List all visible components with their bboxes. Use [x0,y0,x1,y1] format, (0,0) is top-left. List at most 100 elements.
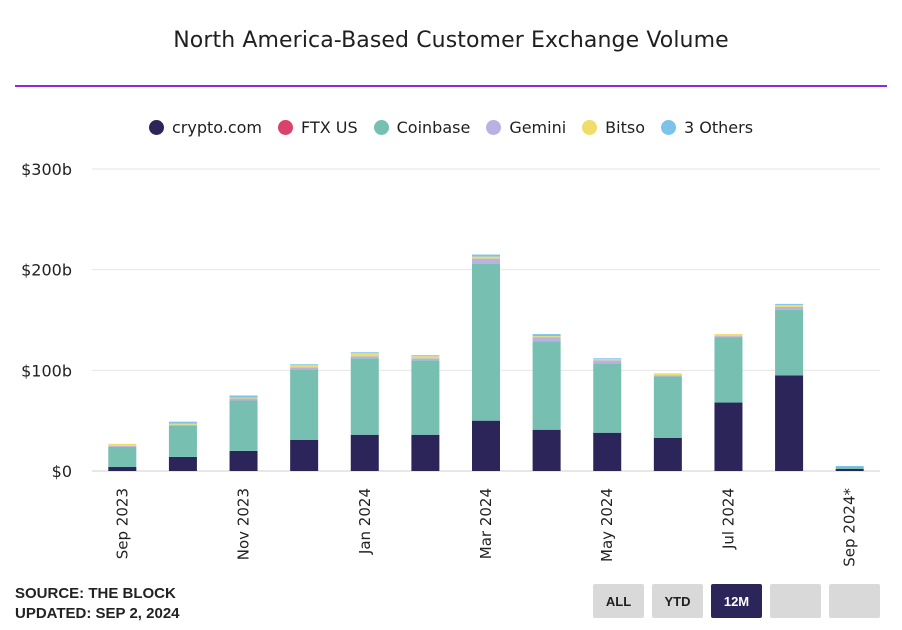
range-ytd-button[interactable]: YTD [652,584,703,618]
bar-segment [229,400,258,451]
x-tick-label: Mar 2024 [477,488,495,559]
legend-label: Bitso [605,118,645,137]
bar-segment [472,258,500,264]
bar-segment [593,360,622,364]
range-blank-button-1[interactable] [770,584,821,618]
x-tick-label: Sep 2023 [113,488,131,559]
range-blank-button-2[interactable] [829,584,880,618]
legend-marker [661,120,676,135]
bar-segment [653,437,682,471]
x-tick-label: May 2024 [598,488,616,562]
bar-segment [229,398,258,401]
bar-segment [653,373,682,376]
bar-segment [350,353,379,357]
bar-segment [472,254,500,257]
bar-segment [775,309,804,376]
bar-segment [714,336,743,338]
bar-segment [108,445,137,447]
legend-label: 3 Others [684,118,754,137]
stacked-bar-chart: $0 $100b $200b $300b Sep 2023 Nov 2023 Jan 202… [21,160,880,567]
legend-label: FTX US [301,118,358,137]
bar-segment [835,465,864,467]
bar-segment [290,439,319,471]
legend-marker [148,120,164,135]
x-tick-label: Nov 2023 [235,488,253,560]
y-tick-label: $100b [21,361,72,380]
bar-segment [350,356,379,359]
bar-segment [168,424,197,426]
y-tick-label: $300b [21,160,72,179]
x-tick-label: Sep 2024* [841,488,859,567]
x-tick-label: Jan 2024 [356,488,374,555]
bar-segment [411,434,440,471]
legend-marker [278,120,294,135]
y-tick-label: $200b [21,261,72,280]
bar-segment [472,263,500,421]
legend-marker [486,120,502,135]
bar-segment [775,375,804,471]
range-12m-button[interactable]: 12M [711,584,762,618]
chart-legend: crypto.com FTX US Coinbase Gemini Bitso … [0,118,902,137]
bar-segment [714,337,743,403]
bar-segment [168,425,197,457]
y-tick-label: $0 [52,462,72,481]
bar-segment [108,446,137,467]
bar-segment [532,337,561,342]
bar-segment [714,334,743,337]
bar-segment [229,450,258,471]
bar-segment [532,336,561,338]
bar-segment [714,402,743,471]
bar-segment [593,358,622,360]
legend-label: Gemini [509,118,567,137]
legend-marker [582,120,598,135]
legend-item-ftx-us[interactable]: FTX US [278,118,358,137]
bar-segment [350,358,379,435]
bar-segment [108,443,137,446]
updated-label: UPDATED: SEP 2, 2024 [15,605,180,622]
bar-segment [229,397,258,399]
bar-segment [653,376,682,438]
bar-segment [835,466,864,469]
bar-segment [593,363,622,433]
bar-segment [835,468,864,471]
bar-segment [532,429,561,471]
bar-segment [593,359,622,361]
footer-info: SOURCE: THE BLOCK UPDATED: SEP 2, 2024 [15,584,180,624]
bar-segment [290,364,319,366]
bar-segment [168,423,197,425]
legend-item-bitso[interactable]: Bitso [582,118,645,137]
bar-segment [290,367,319,370]
title-divider [15,85,887,87]
bar-segment [108,466,137,471]
bar-segment [593,432,622,471]
bar-segment [411,358,440,361]
bar-segment [775,304,804,307]
bar-segment [411,360,440,435]
legend-item-gemini[interactable]: Gemini [486,118,566,137]
bar-segment [532,334,561,337]
bar-segment [350,352,379,354]
legend-item-crypto-com[interactable]: crypto.com [148,118,263,137]
bar-segment [472,256,500,259]
x-tick-label: Jul 2024 [719,488,737,550]
source-label: SOURCE: THE BLOCK [15,585,176,602]
legend-item-3-others[interactable]: 3 Others [661,118,753,137]
bar-segment [775,306,804,310]
legend-label: Coinbase [396,118,471,137]
range-selector: ALL YTD 12M [593,584,880,618]
bar-segment [350,434,379,471]
bar-segment [411,356,440,359]
legend-item-coinbase[interactable]: Coinbase [373,118,471,137]
bar-segment [532,341,561,430]
bar-segment [290,369,319,440]
range-all-button[interactable]: ALL [593,584,644,618]
chart-title: North America-Based Customer Exchange Vo… [173,28,729,53]
legend-label: crypto.com [171,118,263,137]
bar-segment [168,456,197,471]
bar-segment [472,420,500,471]
bar-segment [290,365,319,368]
bar-segment [411,355,440,357]
bar-segment [168,421,197,424]
bar-segment [653,375,682,377]
legend-marker [373,120,389,135]
